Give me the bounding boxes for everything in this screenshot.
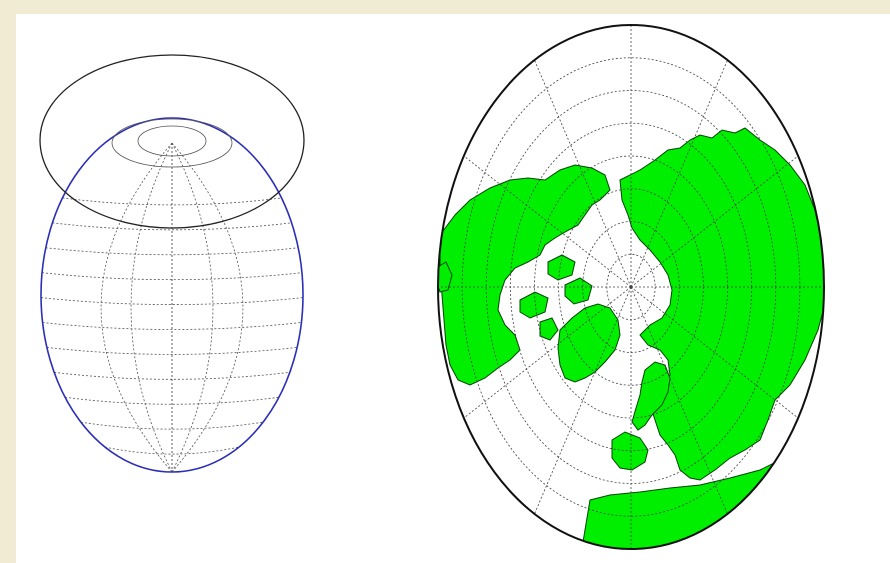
globe-projection-figure	[39, 54, 305, 473]
arctic-island	[539, 317, 559, 341]
map-meridian	[630, 155, 799, 288]
map-parallel	[534, 155, 728, 419]
map-meridian	[630, 59, 728, 288]
globe-parallel	[42, 272, 302, 281]
map-outline	[437, 24, 825, 550]
globe-parallel	[52, 222, 292, 231]
scandinavia-landmass	[631, 361, 671, 431]
figure-canvas	[39, 24, 825, 550]
eurasia-landmass	[619, 127, 824, 481]
globe-graticule	[40, 142, 304, 473]
globe-parallel	[80, 421, 264, 430]
map-parallel	[485, 90, 777, 484]
map-meridian	[534, 59, 632, 288]
map-parallel	[509, 122, 753, 452]
map-meridian	[534, 286, 632, 515]
globe-meridian	[130, 142, 173, 473]
globe-outline	[40, 117, 304, 473]
globe-parallel	[40, 297, 304, 305]
greenland-landmass	[557, 303, 621, 383]
globe-parallel	[62, 197, 282, 206]
map-graticule	[438, 25, 824, 549]
pole-cap-inner	[137, 125, 207, 157]
map-parallel	[558, 188, 704, 386]
globe-meridian	[171, 142, 244, 473]
figure-panel	[16, 14, 890, 563]
globe-parallel	[42, 322, 302, 330]
projection-plane	[39, 54, 305, 229]
map-meridian	[463, 286, 632, 419]
globe-parallel	[45, 247, 299, 256]
globe-meridian	[100, 142, 173, 473]
map-parallel	[606, 253, 656, 321]
globe-parallel	[46, 347, 298, 355]
polar-azimuthal-map	[437, 24, 825, 550]
arctic-island	[547, 254, 576, 281]
arctic-island	[564, 277, 593, 305]
arctic-island	[519, 291, 549, 319]
map-meridian	[630, 286, 728, 515]
map-parallel	[461, 57, 801, 517]
map-parallel	[582, 221, 680, 353]
globe-meridian	[171, 142, 214, 473]
globe-parallel	[54, 371, 290, 380]
globe-parallel	[65, 396, 279, 405]
north-america-landmass	[439, 164, 611, 386]
alaska-landmass	[438, 261, 453, 293]
map-meridian	[463, 155, 632, 288]
map-meridian	[630, 286, 799, 419]
pole-cap-outer	[111, 118, 233, 168]
